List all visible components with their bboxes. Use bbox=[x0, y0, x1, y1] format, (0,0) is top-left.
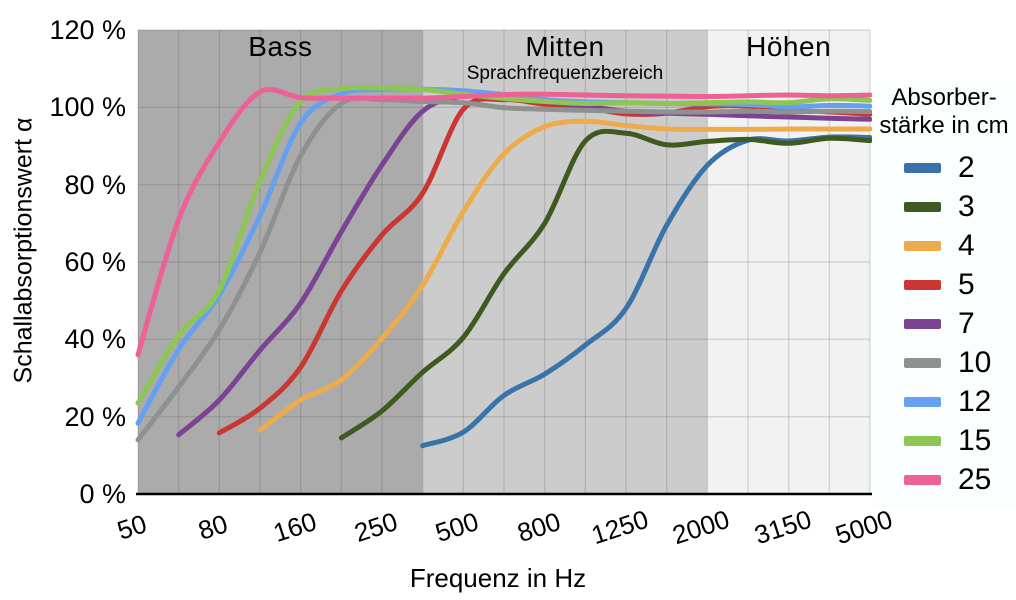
legend-entry-4cm: 4 bbox=[872, 226, 1016, 265]
legend-title-line-1: Absorber- bbox=[891, 84, 997, 111]
legend-entry-2cm: 2 bbox=[872, 148, 1016, 187]
legend-swatch bbox=[904, 201, 941, 212]
legend-entry-label: 10 bbox=[958, 345, 992, 379]
legend-entry-12cm: 12 bbox=[872, 382, 1016, 421]
y-tick-label: 120 % bbox=[49, 15, 126, 45]
legend-entry-label: 15 bbox=[958, 423, 992, 457]
legend-entry-10cm: 10 bbox=[872, 343, 1016, 382]
legend: Absorber- stärke in cm 2 3 4 5 7 10 12 15 25 bbox=[872, 82, 1016, 507]
region-label-bass: Bass bbox=[248, 31, 313, 62]
legend-entry-label: 4 bbox=[958, 228, 975, 262]
legend-entry-label: 12 bbox=[958, 384, 992, 418]
legend-swatch bbox=[904, 396, 941, 407]
y-tick-label: 80 % bbox=[64, 169, 126, 200]
series-curve-3cm bbox=[338, 128, 873, 441]
legend-title: Absorber- stärke in cm bbox=[872, 84, 1016, 140]
region-label-höhen: Höhen bbox=[746, 31, 832, 62]
legend-entry-7cm: 7 bbox=[872, 304, 1016, 343]
legend-swatch bbox=[904, 474, 941, 485]
legend-title-line-2: stärke in cm bbox=[879, 112, 1009, 139]
legend-entry-label: 7 bbox=[958, 306, 975, 340]
legend-swatch bbox=[904, 162, 941, 173]
region-label-mitten: Mitten bbox=[525, 31, 605, 62]
y-tick-label: 40 % bbox=[64, 324, 126, 355]
series-curve-4cm bbox=[257, 118, 873, 433]
legend-swatch bbox=[904, 357, 941, 368]
y-tick-label: 20 % bbox=[64, 401, 126, 432]
series-curve-25cm bbox=[135, 87, 873, 358]
series-curve-10cm bbox=[135, 95, 873, 443]
legend-entry-25cm: 25 bbox=[872, 460, 1016, 499]
legend-entry-label: 2 bbox=[958, 150, 975, 184]
legend-entry-label: 5 bbox=[958, 267, 975, 301]
legend-entry-5cm: 5 bbox=[872, 265, 1016, 304]
legend-swatch bbox=[904, 240, 941, 251]
legend-entry-15cm: 15 bbox=[872, 421, 1016, 460]
y-tick-label: 60 % bbox=[64, 247, 126, 277]
legend-entry-label: 3 bbox=[958, 189, 975, 223]
y-tick-label: 100 % bbox=[49, 92, 126, 123]
legend-swatch bbox=[904, 279, 941, 290]
legend-entry-label: 25 bbox=[958, 462, 992, 496]
legend-entry-3cm: 3 bbox=[872, 187, 1016, 226]
legend-swatch bbox=[904, 435, 941, 446]
region-sublabel: Sprachfrequenzbereich bbox=[466, 63, 664, 84]
y-tick-label: 0 % bbox=[79, 479, 126, 509]
legend-entries: 2 3 4 5 7 10 12 15 25 bbox=[872, 148, 1016, 499]
x-axis-title: Frequenz in Hz bbox=[409, 563, 587, 593]
legend-swatch bbox=[904, 318, 941, 329]
